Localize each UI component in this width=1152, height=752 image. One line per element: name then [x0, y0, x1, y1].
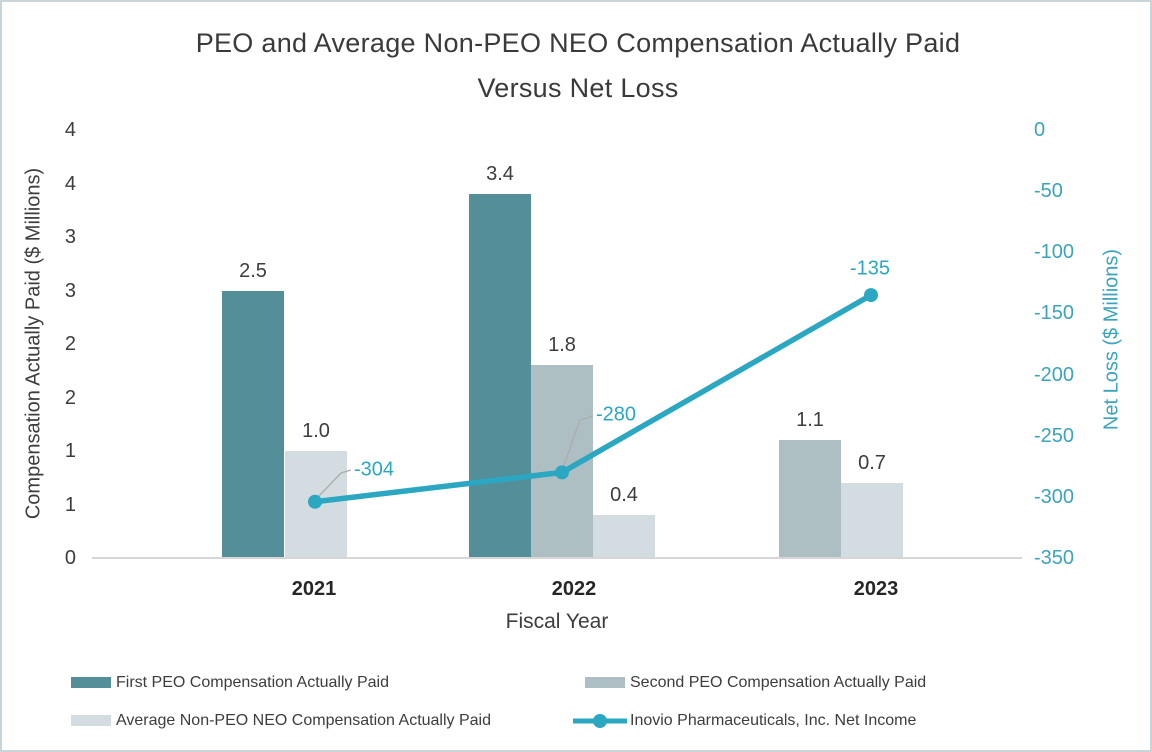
- x-axis-tick-label: 2023: [853, 578, 899, 600]
- legend-swatch-avg-non-peo: [71, 715, 111, 726]
- y-axis-tick-label: 4: [64, 119, 76, 141]
- y-axis-tick-label: 1: [64, 440, 76, 462]
- chart-title: PEO and Average Non-PEO NEO Compensation…: [28, 21, 1128, 111]
- y-axis-tick-label: 4: [64, 172, 76, 195]
- y2-axis-tick-label: -50: [1034, 180, 1063, 203]
- bar-value-label: 2.5: [239, 259, 267, 282]
- bar: [469, 194, 531, 558]
- bar-value-label: 1.0: [302, 420, 330, 442]
- chart-title-line1: PEO and Average Non-PEO NEO Compensation…: [195, 28, 961, 58]
- bar: [779, 440, 841, 558]
- line-point-label: -280: [596, 403, 637, 426]
- y2-axis-tick-label: -300: [1034, 485, 1075, 508]
- bar-value-label: 1.1: [796, 409, 824, 432]
- y2-axis-tick-label: -350: [1034, 547, 1075, 569]
- x-axis-tick-label: 2022: [551, 578, 597, 600]
- y-axis-tick-label: 3: [64, 279, 76, 302]
- bar-value-label: 1.8: [548, 334, 576, 357]
- y-axis-tick-label: 2: [64, 333, 76, 355]
- bar-value-label: 0.4: [610, 484, 638, 507]
- x-axis-tick-label: 2021: [291, 578, 337, 600]
- legend-label-net-income: Inovio Pharmaceuticals, Inc. Net Income: [630, 712, 917, 729]
- right-axis-title: Net Loss ($ Millions): [1100, 248, 1123, 431]
- y2-axis-tick-label: -100: [1034, 241, 1075, 264]
- legend-swatch-second-peo: [585, 677, 625, 688]
- x-axis-line: [92, 557, 1022, 559]
- bar: [531, 365, 593, 558]
- x-axis-title: Fiscal Year: [505, 610, 609, 633]
- y2-axis-tick-label: -250: [1034, 424, 1075, 447]
- legend-line-sample-icon: [573, 714, 627, 728]
- bar-value-label: 0.7: [858, 452, 886, 475]
- legend-swatch-first-peo: [71, 677, 111, 688]
- y2-axis-tick-label: -150: [1034, 302, 1075, 325]
- bar: [285, 451, 347, 558]
- legend-label-avg-non-peo: Average Non-PEO NEO Compensation Actuall…: [116, 712, 492, 729]
- chart-title-line2: Versus Net Loss: [477, 73, 679, 103]
- y-axis-tick-label: 1: [64, 493, 76, 516]
- line-point-label: -304: [354, 458, 395, 481]
- line-point-label: -135: [849, 257, 891, 280]
- legend-label-second-peo: Second PEO Compensation Actually Paid: [630, 674, 927, 691]
- legend-label-first-peo: First PEO Compensation Actually Paid: [116, 674, 390, 691]
- y-axis-tick-label: 0: [64, 547, 76, 569]
- line-marker: [864, 288, 878, 303]
- bar: [593, 515, 655, 558]
- bar: [222, 290, 284, 558]
- y-axis-tick-label: 3: [64, 226, 76, 248]
- y2-axis-tick-label: -200: [1034, 363, 1075, 386]
- y2-axis-tick-label: 0: [1034, 119, 1046, 141]
- bar: [841, 483, 903, 558]
- bar-value-label: 3.4: [486, 163, 514, 186]
- y-axis-tick-label: 2: [64, 386, 76, 409]
